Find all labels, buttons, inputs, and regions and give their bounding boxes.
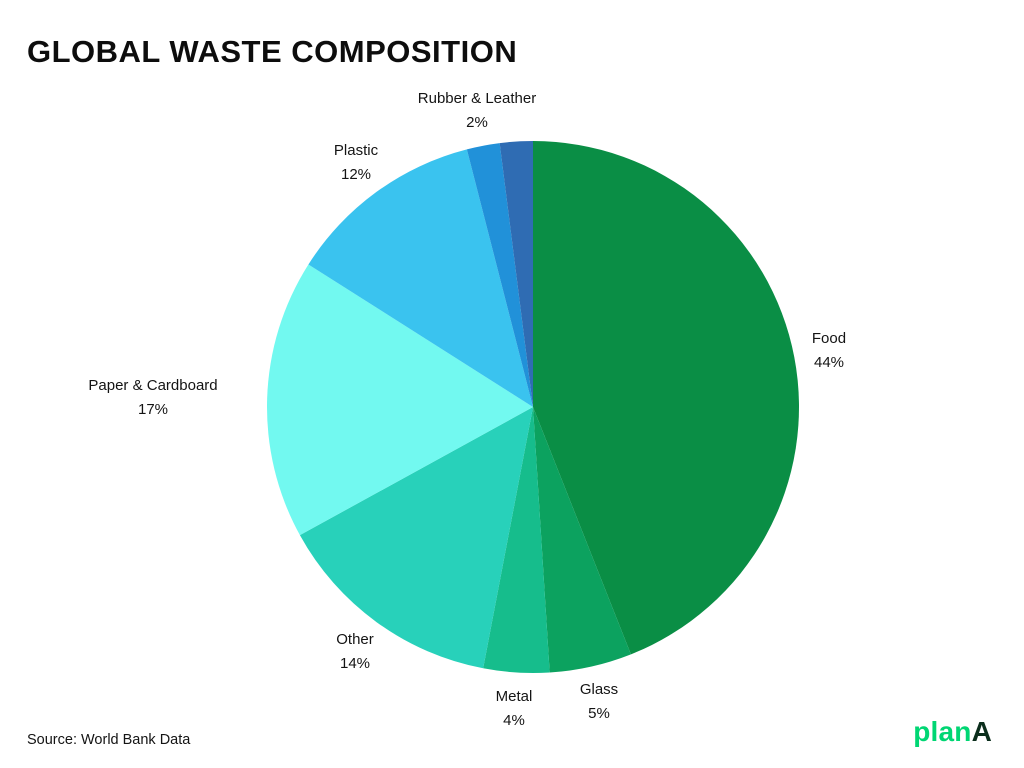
chart-title: GLOBAL WASTE COMPOSITION (27, 34, 518, 69)
label-glass: Glass 5% (580, 678, 618, 726)
label-rubber-leather-pct: 2% (466, 114, 488, 131)
label-other-name: Other (336, 631, 374, 648)
pie-slice-rubber-leather (466, 143, 533, 408)
label-food: Food 44% (812, 327, 846, 375)
logo-a-text: A (971, 716, 992, 747)
label-plastic-name: Plastic (333, 142, 379, 159)
label-paper-cardboard-pct: 17% (137, 401, 169, 418)
label-glass-name: Glass (579, 681, 619, 698)
label-metal-name: Metal (495, 688, 533, 705)
pie-slice-glass (533, 407, 631, 673)
label-food-pct: 44% (813, 354, 845, 371)
pie-slice-plastic (308, 149, 533, 407)
label-plastic-pct: 12% (340, 166, 372, 183)
label-metal: Metal 4% (496, 685, 533, 733)
label-paper-cardboard-name: Paper & Cardboard (88, 377, 218, 394)
label-glass-pct: 5% (588, 705, 610, 722)
label-rubber-leather: Rubber & Leather 2% (418, 87, 536, 135)
pie-slice-metal (483, 407, 550, 673)
label-other: Other 14% (336, 628, 374, 676)
logo-plan-text: plan (913, 716, 972, 747)
label-rubber-leather-name: Rubber & Leather (417, 90, 537, 107)
pie-slice-paper-cardboard (267, 264, 533, 536)
label-other-pct: 14% (339, 655, 371, 672)
pie-slice-unlabeled (499, 141, 533, 407)
label-metal-pct: 4% (503, 712, 525, 729)
pie-slice-food (533, 141, 800, 655)
label-paper-cardboard: Paper & Cardboard 17% (88, 374, 217, 422)
label-food-name: Food (811, 330, 847, 347)
source-text: Source: World Bank Data (27, 732, 191, 748)
pie-slice-other (299, 407, 533, 669)
label-plastic: Plastic 12% (334, 139, 378, 187)
plan-a-logo: planA (913, 716, 992, 748)
